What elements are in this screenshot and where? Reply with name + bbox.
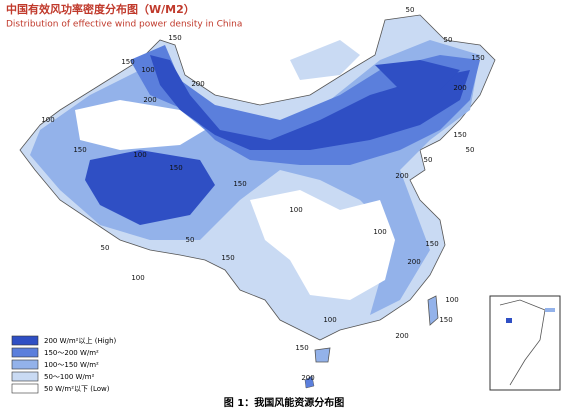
zone-200 bbox=[375, 60, 460, 90]
contour-label: 200 bbox=[407, 258, 420, 266]
taiwan bbox=[427, 295, 439, 326]
contour-label: 100 bbox=[323, 316, 336, 324]
contour-label: 50 bbox=[101, 244, 110, 252]
contour-label: 100 bbox=[141, 66, 154, 74]
caption: 图 1：我国风能资源分布图 bbox=[224, 396, 344, 409]
legend-swatch bbox=[11, 359, 39, 370]
legend-label: 50～100 W/m² bbox=[44, 373, 95, 381]
title: 中国有效风功率密度分布图（W/M2） bbox=[6, 2, 195, 16]
contour-label: 100 bbox=[373, 228, 386, 236]
china-map bbox=[19, 14, 496, 389]
subtitle: Distribution of effective wind power den… bbox=[6, 20, 242, 30]
zone-200 bbox=[85, 150, 215, 225]
contour-label: 150 bbox=[453, 131, 466, 139]
islands bbox=[304, 375, 315, 389]
contour-label: 50 bbox=[444, 36, 453, 44]
legend-label: 50 W/m²以下 (Low) bbox=[44, 385, 110, 393]
contour-label: 50 bbox=[466, 146, 475, 154]
contour-label: 200 bbox=[301, 374, 314, 382]
legend: 200 W/m²以上 (High) 150～200 W/m² 100～150 W/m… bbox=[11, 335, 117, 394]
legend-label: 200 W/m²以上 (High) bbox=[44, 336, 117, 345]
contour-labels: 5015015010020050150200100200150100150150… bbox=[41, 6, 484, 382]
contour-label: 150 bbox=[73, 146, 86, 154]
contour-label: 200 bbox=[395, 172, 408, 180]
contour-label: 100 bbox=[289, 206, 302, 214]
contour-label: 200 bbox=[143, 96, 156, 104]
contour-label: 100 bbox=[41, 116, 54, 124]
contour-label: 50 bbox=[424, 156, 433, 164]
contour-label: 150 bbox=[425, 240, 438, 248]
legend-label: 100～150 W/m² bbox=[44, 361, 99, 369]
contour-label: 150 bbox=[221, 254, 234, 262]
contour-label: 150 bbox=[295, 344, 308, 352]
zone-under-50 bbox=[75, 100, 205, 150]
legend-swatch bbox=[11, 347, 39, 358]
contour-label: 150 bbox=[233, 180, 246, 188]
legend-swatch bbox=[11, 335, 39, 346]
contour-label: 150 bbox=[169, 164, 182, 172]
contour-label: 50 bbox=[186, 236, 195, 244]
contour-label: 200 bbox=[191, 80, 204, 88]
zone-under-50 bbox=[250, 190, 395, 300]
inset-map bbox=[489, 295, 561, 391]
contour-label: 100 bbox=[131, 274, 144, 282]
zone-50-100 bbox=[290, 40, 360, 80]
contour-label: 150 bbox=[439, 316, 452, 324]
contour-label: 150 bbox=[471, 54, 484, 62]
contour-label: 200 bbox=[453, 84, 466, 92]
zone-200 bbox=[150, 55, 470, 150]
legend-swatch bbox=[11, 371, 39, 382]
legend-label: 150～200 W/m² bbox=[44, 349, 99, 357]
hainan bbox=[314, 347, 331, 363]
contour-label: 150 bbox=[121, 58, 134, 66]
legend-swatch bbox=[11, 383, 39, 394]
contour-label: 100 bbox=[133, 151, 146, 159]
contour-label: 150 bbox=[168, 34, 181, 42]
contour-label: 200 bbox=[395, 332, 408, 340]
contour-label: 50 bbox=[406, 6, 415, 14]
contour-label: 100 bbox=[445, 296, 458, 304]
